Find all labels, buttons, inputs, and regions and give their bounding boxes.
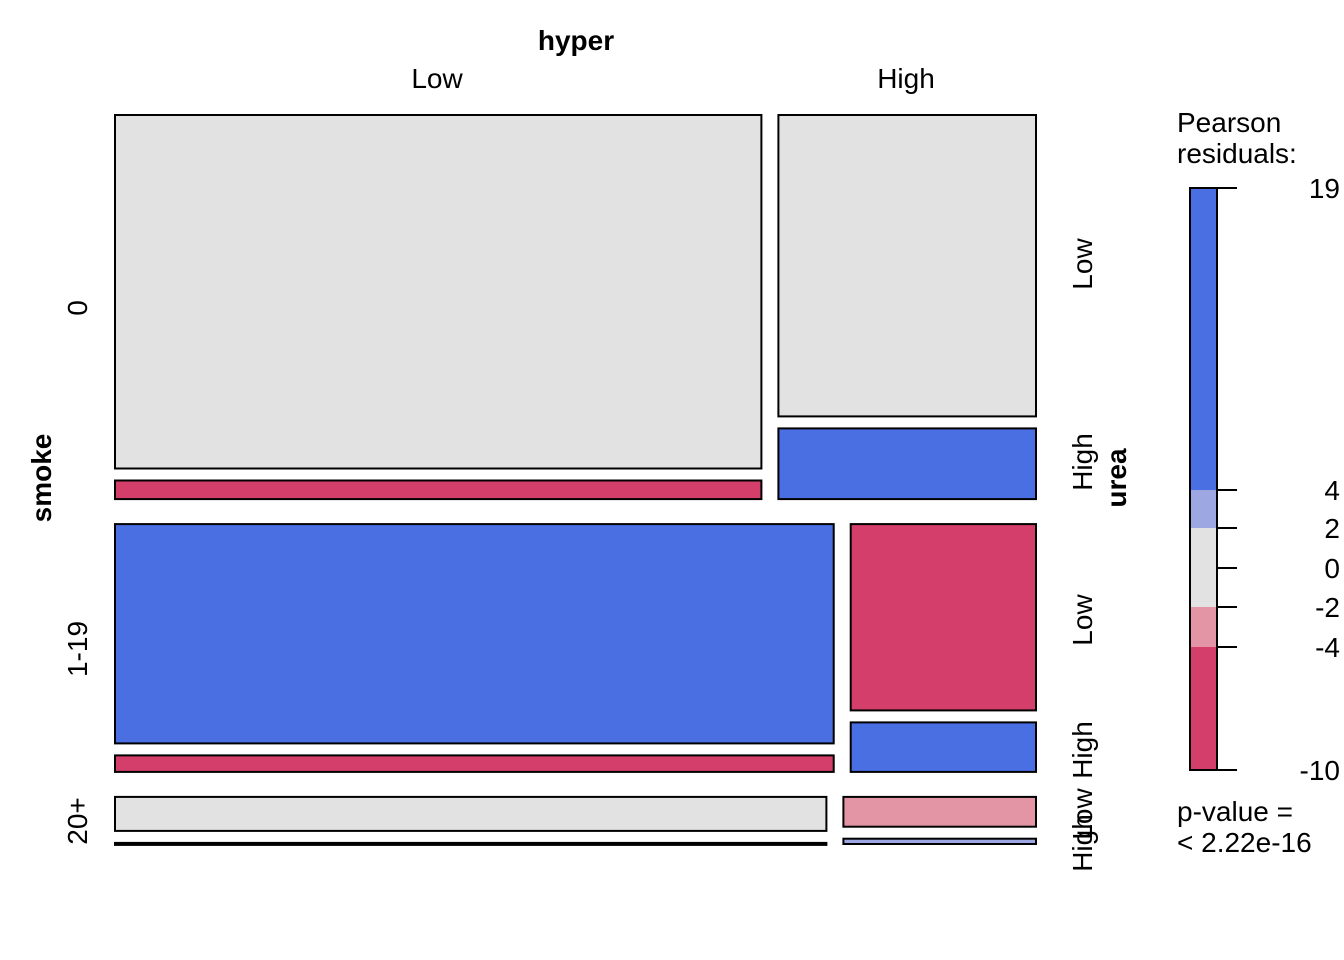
- legend-band-3: [1190, 607, 1217, 647]
- legend-ticks: 19 4 2 0 -2 -4 -10: [1217, 173, 1340, 786]
- inner-level-low-smoke0: Low: [1067, 238, 1098, 290]
- tile-smoke-1-19-hyper-high-urea-high: [849, 721, 1038, 773]
- tile-smoke-20+-hyper-high-urea-low: [842, 795, 1038, 828]
- legend-band-4: [1190, 647, 1217, 770]
- tile-smoke-20+-hyper-high-urea-high: [842, 837, 1038, 846]
- tile-smoke-0-hyper-high-urea-low: [777, 114, 1038, 418]
- inner-level-low-smoke2: Low: [1067, 788, 1098, 840]
- legend-tick-label: 19: [1309, 173, 1340, 204]
- row-level-1-19: 1-19: [62, 621, 93, 677]
- mosaic-tiles: [114, 114, 1038, 846]
- legend-band-0: [1190, 188, 1217, 490]
- column-variable-name: hyper: [538, 25, 614, 56]
- legend-tick-label: -4: [1315, 632, 1340, 663]
- inner-level-high-smoke0: High: [1067, 433, 1098, 491]
- legend-color-bar: [1189, 187, 1218, 771]
- tile-smoke-0-hyper-low-urea-low: [114, 114, 763, 470]
- tile-smoke-20+-hyper-low-urea-high: [114, 841, 828, 846]
- legend-title-line2: residuals:: [1177, 138, 1297, 169]
- tile-smoke-20+-hyper-low-urea-low: [114, 795, 828, 832]
- legend-title-line1: Pearson: [1177, 107, 1281, 138]
- tile-smoke-1-19-hyper-high-urea-low: [849, 523, 1038, 712]
- row-level-0: 0: [62, 300, 93, 316]
- legend-tick-label: 2: [1324, 513, 1340, 544]
- pvalue-line2: < 2.22e-16: [1177, 827, 1312, 858]
- legend-band-2: [1190, 528, 1217, 607]
- legend-tick-label: -2: [1315, 592, 1340, 623]
- legend-bar-outline: [1189, 187, 1218, 771]
- inner-variable-name: urea: [1101, 448, 1132, 508]
- tile-smoke-0-hyper-low-urea-high: [114, 479, 763, 501]
- column-level-low: Low: [411, 63, 463, 94]
- legend-tick-label: 4: [1324, 475, 1340, 506]
- row-level-20plus: 20+: [62, 797, 93, 845]
- inner-level-low-smoke1: Low: [1067, 594, 1098, 646]
- inner-level-high-smoke2: High: [1067, 814, 1098, 872]
- tile-smoke-1-19-hyper-low-urea-high: [114, 754, 835, 773]
- legend-tick-label: 0: [1324, 553, 1340, 584]
- legend-band-1: [1190, 490, 1217, 528]
- inner-level-high-smoke1: High: [1067, 721, 1098, 779]
- legend-tick-label: -10: [1300, 755, 1340, 786]
- column-level-high: High: [877, 63, 935, 94]
- pvalue-line1: p-value =: [1177, 796, 1293, 827]
- tile-smoke-0-hyper-high-urea-high: [777, 427, 1038, 501]
- tile-smoke-1-19-hyper-low-urea-low: [114, 523, 835, 745]
- row-variable-name: smoke: [26, 434, 57, 523]
